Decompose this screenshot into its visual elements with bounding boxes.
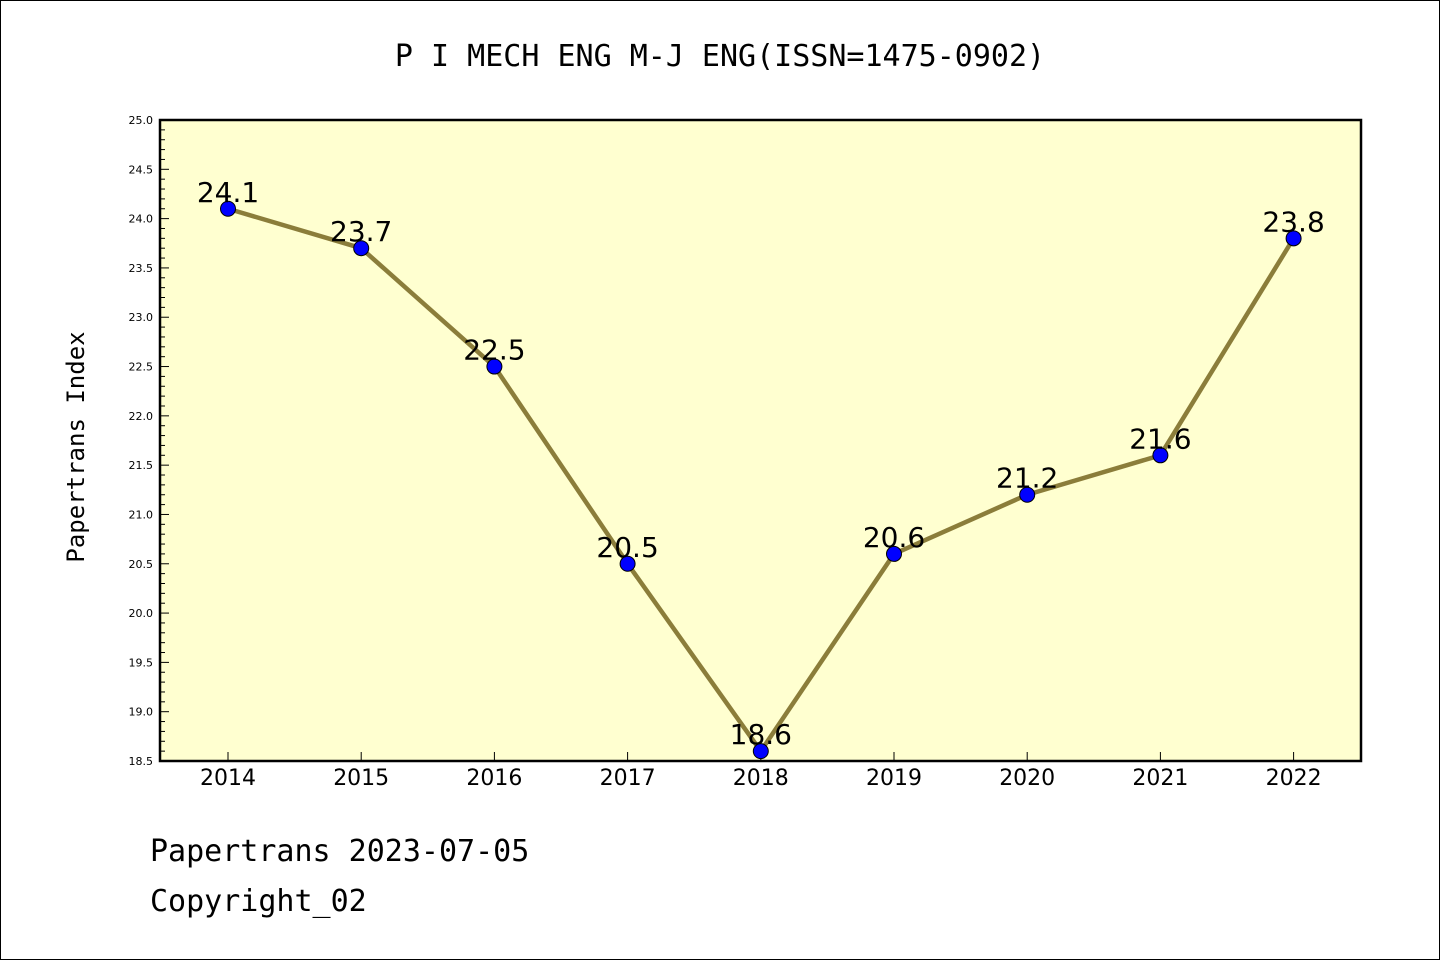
data-point-2021 [1152,447,1169,464]
x-axis-ticks: 2014 2015 2016 2017 2018 2019 2020 2021 2022 [200,752,1322,791]
y-tick-label: 22.0 [129,410,154,423]
data-point-2022 [1285,230,1302,247]
x-tick-label: 2017 [600,766,656,791]
y-tick-label: 21.5 [129,459,154,472]
y-tick-label: 23.5 [129,262,154,275]
footer-copyright: Copyright_02 [150,884,367,919]
data-point-2018 [752,743,769,760]
y-tick-label: 18.5 [129,755,154,768]
data-label-2022: 23.8 [1262,205,1324,238]
data-label-2018: 18.6 [730,718,792,751]
data-labels: 24.1 23.7 22.5 20.5 18.6 20.6 21.2 21.6 23.8 [197,176,1325,751]
x-tick-label: 2018 [733,766,789,791]
y-tick-label: 23.0 [129,311,154,324]
y-tick-label: 21.0 [129,508,154,521]
x-tick-label: 2020 [999,766,1055,791]
plot-area [158,118,1363,763]
y-axis-label: Papertrans Index [62,331,90,562]
data-point-2015 [353,240,370,257]
chart-title: P I MECH ENG M-J ENG(ISSN=1475-0902) [395,39,1045,74]
x-tick-label: 2016 [466,766,522,791]
data-label-2014: 24.1 [197,176,259,209]
data-label-2017: 20.5 [596,531,658,564]
data-label-2020: 21.2 [996,462,1058,495]
y-axis-ticks: 18.5 19.0 19.5 20.0 20.5 21.0 21.5 22.0 22.5 23.0… [129,114,169,768]
data-label-2021: 21.6 [1129,422,1191,455]
footer-date: Papertrans 2023-07-05 [150,834,530,869]
data-label-2016: 22.5 [463,334,525,367]
data-point-2017 [619,555,636,572]
data-point-2020 [1019,486,1036,503]
data-point-2014 [220,200,236,217]
series-markers [220,200,1302,760]
y-tick-label: 20.0 [129,607,154,620]
y-tick-label: 19.0 [129,706,154,719]
y-tick-label: 20.5 [129,558,154,571]
x-tick-label: 2022 [1266,766,1322,791]
x-tick-label: 2019 [866,766,922,791]
y-tick-label: 22.5 [129,361,154,374]
data-point-2016 [486,358,503,375]
y-tick-label: 24.0 [129,213,154,226]
data-point-2019 [886,545,902,562]
x-tick-label: 2021 [1132,766,1188,791]
data-label-2015: 23.7 [330,215,392,248]
y-tick-label: 24.5 [129,163,154,176]
x-tick-label: 2015 [333,766,389,791]
y-tick-label: 19.5 [129,656,154,669]
y-tick-label: 25.0 [129,114,154,127]
data-label-2019: 20.6 [863,521,925,554]
x-tick-label: 2014 [200,766,256,791]
